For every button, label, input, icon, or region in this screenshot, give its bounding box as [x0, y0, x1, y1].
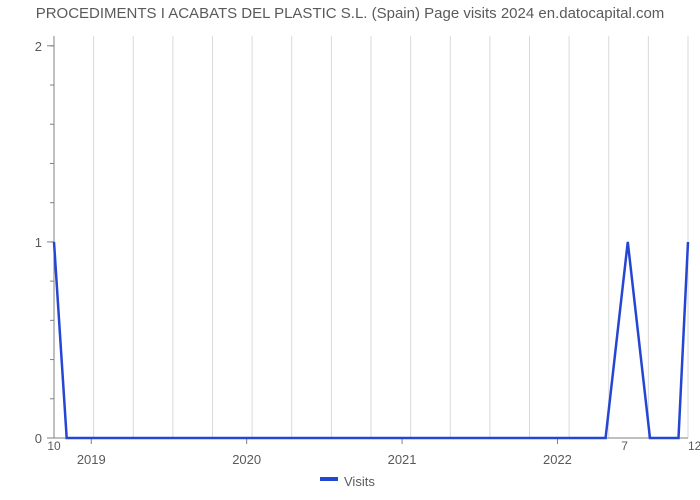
xtick-label: 2021: [388, 452, 417, 467]
chart-title: PROCEDIMENTS I ACABATS DEL PLASTIC S.L. …: [36, 5, 665, 22]
ytick-label: 2: [35, 39, 42, 54]
extra-label: 10: [47, 439, 61, 453]
chart-svg: PROCEDIMENTS I ACABATS DEL PLASTIC S.L. …: [0, 0, 700, 500]
chart-bg: [0, 0, 700, 500]
chart-container: PROCEDIMENTS I ACABATS DEL PLASTIC S.L. …: [0, 0, 700, 500]
legend-label: Visits: [344, 474, 375, 489]
xtick-label: 2020: [232, 452, 261, 467]
xtick-label: 2022: [543, 452, 572, 467]
ytick-label: 0: [35, 431, 42, 446]
legend-swatch: [320, 477, 338, 481]
extra-label: 7: [621, 439, 628, 453]
extra-label: 12: [688, 439, 700, 453]
ytick-label: 1: [35, 235, 42, 250]
xtick-label: 2019: [77, 452, 106, 467]
